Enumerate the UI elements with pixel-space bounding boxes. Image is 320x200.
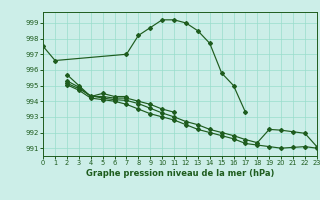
- X-axis label: Graphe pression niveau de la mer (hPa): Graphe pression niveau de la mer (hPa): [86, 169, 274, 178]
